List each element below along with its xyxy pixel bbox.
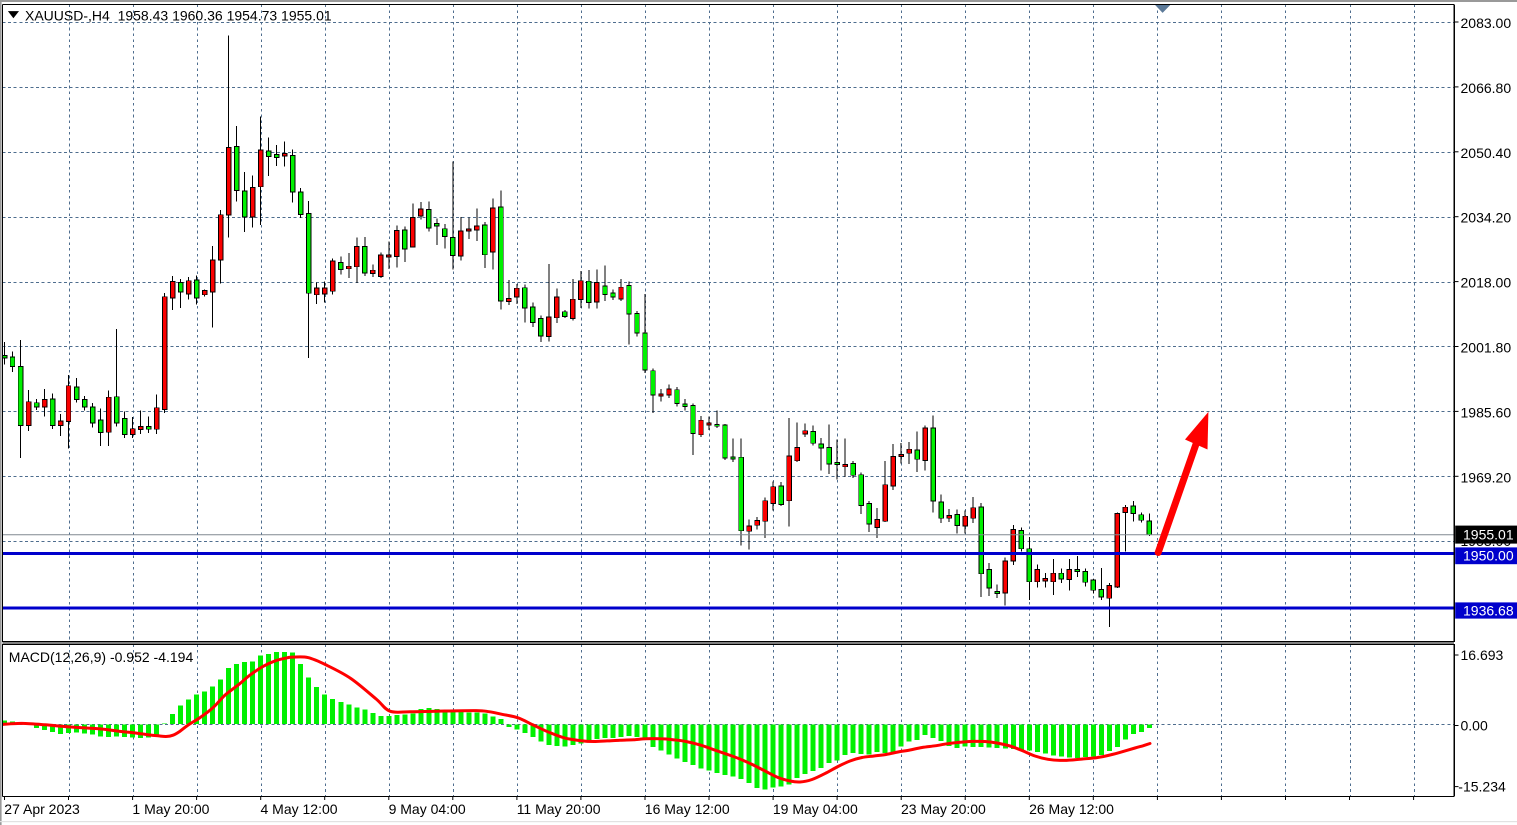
svg-text:MACD(12,26,9) -0.952 -4.194: MACD(12,26,9) -0.952 -4.194 — [9, 649, 194, 665]
svg-text:1 May 20:00: 1 May 20:00 — [132, 801, 209, 817]
svg-text:16.693: 16.693 — [1461, 647, 1504, 663]
svg-text:4 May 12:00: 4 May 12:00 — [261, 801, 338, 817]
svg-text:0.00: 0.00 — [1461, 718, 1488, 734]
svg-text:1985.60: 1985.60 — [1461, 404, 1512, 420]
svg-text:2083.00: 2083.00 — [1461, 15, 1512, 31]
svg-text:19 May 04:00: 19 May 04:00 — [773, 801, 858, 817]
svg-text:1950.00: 1950.00 — [1463, 548, 1514, 564]
svg-text:26 May 12:00: 26 May 12:00 — [1029, 801, 1114, 817]
svg-text:11 May 20:00: 11 May 20:00 — [517, 801, 601, 817]
svg-text:2001.80: 2001.80 — [1461, 340, 1512, 356]
svg-text:1936.68: 1936.68 — [1463, 602, 1514, 618]
svg-text:9 May 04:00: 9 May 04:00 — [389, 801, 466, 817]
svg-text:XAUUSD-,H4 1958.43 1960.36 19: XAUUSD-,H4 1958.43 1960.36 1954.73 1955.… — [25, 7, 332, 23]
svg-text:23 May 20:00: 23 May 20:00 — [901, 801, 986, 817]
svg-text:-15.234: -15.234 — [1458, 779, 1506, 795]
svg-text:1969.20: 1969.20 — [1461, 469, 1512, 485]
svg-text:2050.40: 2050.40 — [1461, 145, 1512, 161]
svg-text:16 May 12:00: 16 May 12:00 — [645, 801, 730, 817]
svg-text:2034.20: 2034.20 — [1461, 210, 1512, 226]
svg-text:2066.80: 2066.80 — [1461, 80, 1512, 96]
svg-text:2018.00: 2018.00 — [1461, 275, 1512, 291]
svg-text:27 Apr 2023: 27 Apr 2023 — [4, 801, 80, 817]
svg-text:1955.01: 1955.01 — [1463, 526, 1514, 542]
